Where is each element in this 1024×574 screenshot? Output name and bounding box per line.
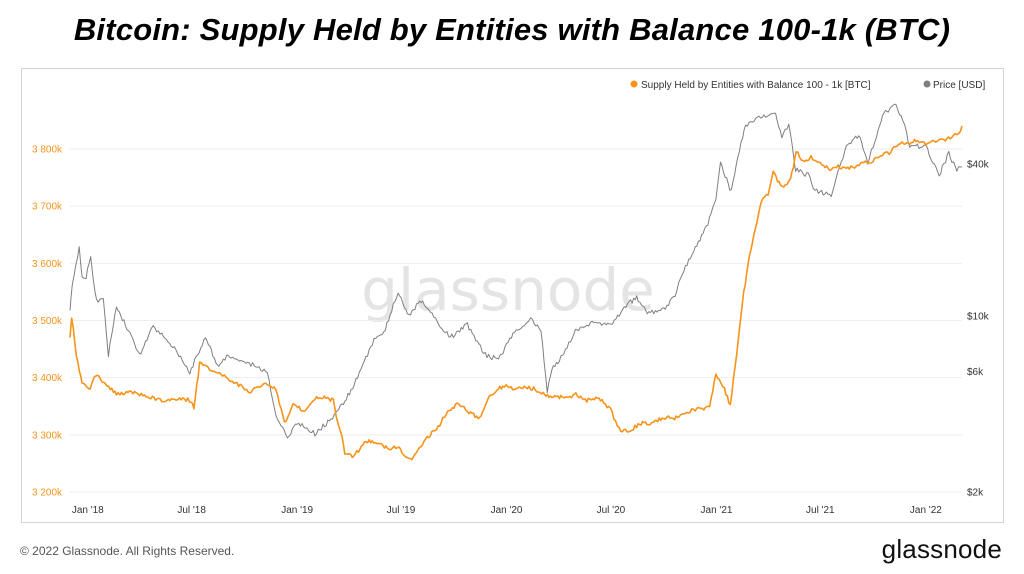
y-right-tick-label: $40k [967,160,990,171]
legend-swatch-supply [630,80,638,88]
grid [70,148,962,493]
watermark-text: glassnode [361,256,655,324]
price-line [69,103,963,439]
chart: glassnode Supply Held by Entities with B… [32,80,990,517]
y-left-tick-label: 3 600k [32,259,63,270]
y-right-tick-label: $2k [967,488,984,499]
y-left-tick-label: 3 500k [32,316,63,327]
x-tick-label: Jan '22 [910,505,942,516]
y-left-tick-label: 3 800k [32,145,63,156]
page-title: Bitcoin: Supply Held by Entities with Ba… [73,12,951,47]
supply-line [69,125,963,461]
legend-swatch-price [923,80,931,88]
x-tick-label: Jan '20 [491,505,523,516]
legend-label-supply: Supply Held by Entities with Balance 100… [641,80,871,91]
y-left-tick-label: 3 200k [32,488,63,499]
y-left-tick-label: 3 400k [32,373,63,384]
legend: Supply Held by Entities with Balance 100… [630,80,985,91]
legend-label-price: Price [USD] [933,80,985,91]
axes: 3 200k 3 300k 3 400k 3 500k 3 600k 3 700k 3 80… [32,145,990,517]
x-tick-label: Jan '21 [701,505,733,516]
copyright-text: © 2022 Glassnode. All Rights Reserved. [20,544,235,558]
x-tick-label: Jan '18 [72,505,104,516]
x-tick-label: Jan '19 [281,505,313,516]
x-tick-label: Jul '20 [597,505,626,516]
y-left-tick-label: 3 700k [32,202,63,213]
chart-panel: glassnode Supply Held by Entities with B… [21,68,1004,523]
x-tick-label: Jul '21 [806,505,835,516]
y-left-tick-label: 3 300k [32,430,63,441]
x-tick-label: Jul '18 [177,505,206,516]
brand-logo-text: glassnode [881,534,1002,564]
x-tick-label: Jul '19 [387,505,416,516]
y-right-tick-label: $6k [967,367,984,378]
series-lines [69,103,963,461]
y-right-tick-label: $10k [967,311,990,322]
